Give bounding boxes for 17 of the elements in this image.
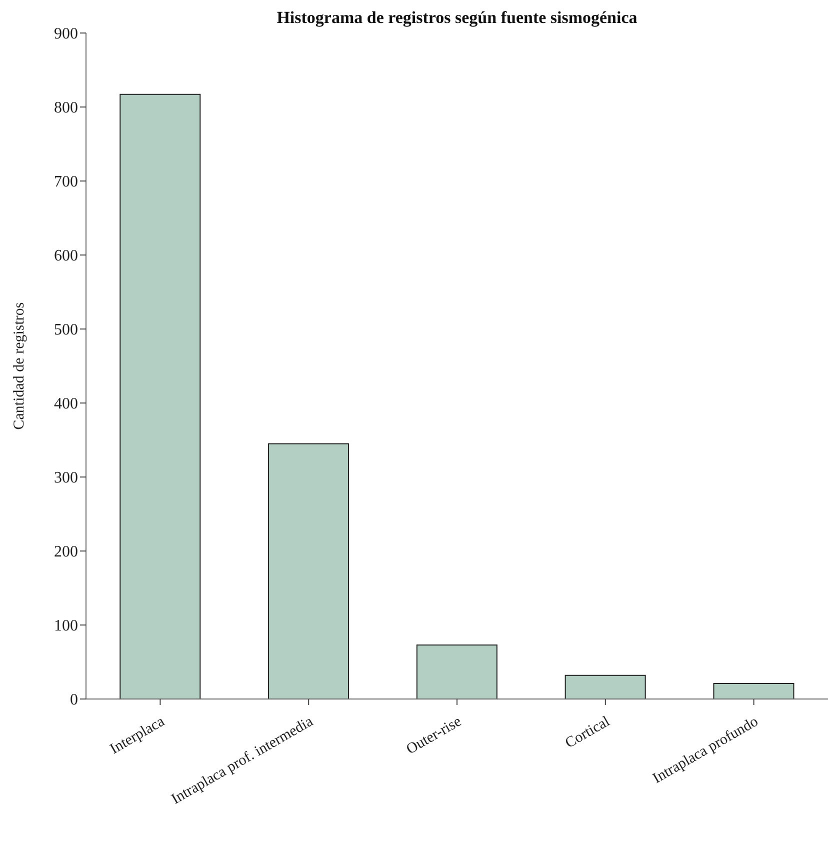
y-tick-label: 100 xyxy=(54,618,78,635)
bar xyxy=(713,682,794,699)
bar xyxy=(564,674,646,699)
bar xyxy=(416,644,498,699)
y-tick-label: 900 xyxy=(54,26,78,43)
y-tick-label: 200 xyxy=(54,544,78,561)
y-tick-label: 700 xyxy=(54,174,78,191)
y-tick-label: 0 xyxy=(70,692,78,709)
chart-title: Histograma de registros según fuente sismogénica xyxy=(276,8,638,28)
bar xyxy=(268,443,350,699)
y-axis-title: Cantidad de registros xyxy=(11,302,28,430)
y-tick-label: 800 xyxy=(54,100,78,117)
y-tick-label: 500 xyxy=(54,322,78,339)
y-tick-label: 600 xyxy=(54,248,78,265)
y-tick-label: 300 xyxy=(54,470,78,487)
y-tick-label: 400 xyxy=(54,396,78,413)
bar xyxy=(120,94,201,699)
